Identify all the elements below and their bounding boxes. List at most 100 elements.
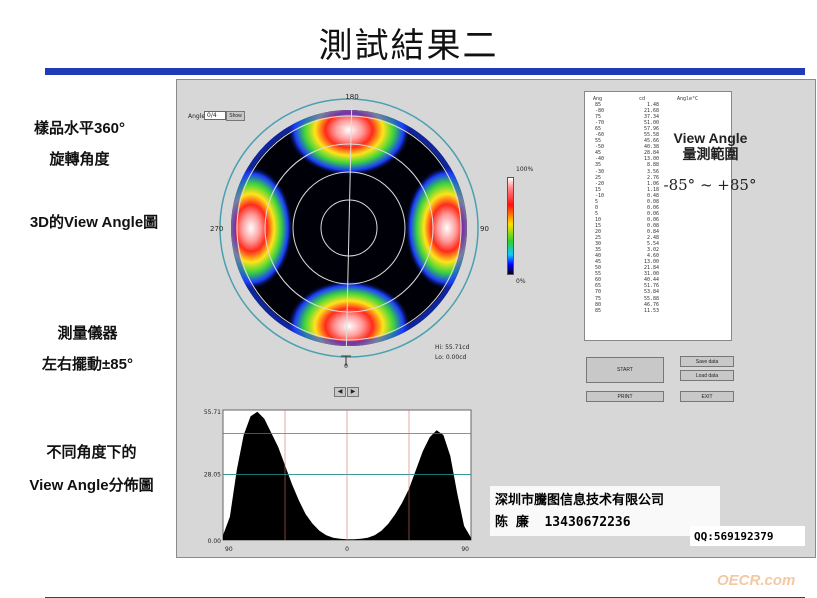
instrument-label-line2: 左右擺動±85° <box>42 356 133 373</box>
table-angle-cell: 5 <box>595 210 599 217</box>
y-tick-mid: 28.05 <box>204 472 221 479</box>
table-angle-cell: 30 <box>595 241 602 248</box>
table-angle-cell: 70 <box>595 289 602 296</box>
next-angle-button[interactable]: ▶ <box>347 387 359 397</box>
table-cd-cell: 53.84 <box>643 289 659 296</box>
table-angle-cell: 0 <box>595 204 599 211</box>
lobe-top <box>287 110 411 176</box>
view-angle-heading: View Angle 量測範圍 <box>658 130 763 162</box>
table-cd-cell: 0.08 <box>646 198 659 205</box>
table-angle-cell: 50 <box>595 265 602 272</box>
measurement-software-window: Angle 0/4 Show <box>176 79 816 558</box>
company-qq: QQ:569192379 <box>694 530 774 543</box>
table-cd-cell: 0.06 <box>646 216 659 223</box>
colorbar-top-label: 100% <box>516 166 534 173</box>
rotation-label: 樣品水平360° 旋轉角度 <box>22 117 137 169</box>
distribution-label-line2: View Angle分佈圖 <box>29 477 154 494</box>
angle-data-table: Ang cd Angle°C 85 -80 75 -70 65 -60 55 -50 45 -40… <box>584 91 732 341</box>
table-angle-cell: -30 <box>595 168 605 175</box>
table-cd-cell: 13.00 <box>643 156 659 163</box>
start-button[interactable]: START <box>586 357 664 383</box>
intensity-colorbar <box>507 177 514 275</box>
table-angle-cell: 65 <box>595 283 602 290</box>
min-readout: Lo: 0.00cd <box>435 354 467 361</box>
lobe-bottom <box>287 280 411 346</box>
polar-view-angle-plot: 180 270 90 0 <box>210 92 489 368</box>
y-tick-min: 0.00 <box>208 538 222 545</box>
view-angle-heading-line2: 量測範圍 <box>682 146 739 162</box>
table-angle-cell: 45 <box>595 259 602 266</box>
x-tick-right: 90 <box>461 546 469 553</box>
prev-angle-button[interactable]: ◀ <box>334 387 346 397</box>
distribution-label-line1: 不同角度下的 <box>46 444 137 461</box>
table-angle-cell: 20 <box>595 228 602 235</box>
table-angle-cell: 35 <box>595 247 602 254</box>
table-header-cd: cd <box>639 96 646 102</box>
angle-input[interactable]: 0/4 <box>204 111 226 120</box>
polar-label-bottom: 0 <box>344 363 348 368</box>
table-cd-cell: 1.48 <box>646 102 659 108</box>
table-angle-cell: 85 <box>595 307 602 314</box>
table-cd-cell: 13.00 <box>643 259 659 266</box>
table-cd-cell: 3.56 <box>646 168 659 175</box>
polar-outer-ring <box>219 98 479 358</box>
slide-title: 測試結果二 <box>318 26 499 66</box>
table-angle-cell: 55 <box>595 271 602 278</box>
table-cd-cell: 1.06 <box>646 180 659 187</box>
exit-button[interactable]: EXIT <box>680 391 734 402</box>
table-cd-cell: 0.08 <box>646 222 659 229</box>
table-cd-cell: 0.48 <box>646 192 659 199</box>
table-angle-cell: -50 <box>595 144 605 151</box>
max-readout: Hi: 55.71cd <box>435 344 470 351</box>
y-tick-max: 55.71 <box>204 409 221 416</box>
table-cd-cell: 4.60 <box>646 253 659 260</box>
table-angle-cell: 55 <box>595 138 602 145</box>
table-angle-cell: 40 <box>595 253 602 260</box>
table-angle-cell: 25 <box>595 235 602 242</box>
instrument-label: 測量儀器 左右擺動±85° <box>20 322 155 374</box>
table-angle-cell: 15 <box>595 186 602 193</box>
table-angle-cell: -40 <box>595 156 605 163</box>
view-angle-distribution-chart: 55.71 28.05 0.00 90 0 90 <box>204 409 472 553</box>
table-cd-cell: 46.76 <box>643 301 659 308</box>
table-cd-cell: 11.53 <box>643 307 659 314</box>
table-angle-cell: 5 <box>595 198 599 205</box>
table-cd-cell: 2.76 <box>646 174 659 181</box>
table-cd-cell: 21.68 <box>643 108 659 115</box>
table-cd-cell: 0.84 <box>646 228 659 235</box>
rotation-label-line1: 樣品水平360° <box>33 120 126 137</box>
table-angle-cell: 60 <box>595 277 602 284</box>
qq-background <box>690 526 805 546</box>
table-cd-column: 1.48 21.68 37.34 51.00 57.96 55.58 45.66 40.38 2… <box>633 102 659 314</box>
angle-input-value: 0/4 <box>207 112 217 119</box>
rotation-axis-line <box>345 92 353 364</box>
table-angle-cell: 85 <box>595 102 602 108</box>
polar-grid-ring <box>236 115 462 341</box>
polar-grid-ring <box>292 171 406 285</box>
table-angle-cell: -10 <box>595 192 605 199</box>
table-cd-cell: 28.84 <box>643 150 659 157</box>
table-cd-cell: 0.06 <box>646 210 659 217</box>
print-button[interactable]: PRINT <box>586 391 664 402</box>
polar-grid-ring <box>264 143 434 313</box>
load-data-button[interactable]: Load data <box>680 370 734 381</box>
table-angle-cell: 80 <box>595 301 602 308</box>
instrument-label-line1: 測量儀器 <box>57 325 118 342</box>
table-header-angle-c: Angle°C <box>677 96 699 102</box>
table-cd-cell: 3.02 <box>646 247 659 254</box>
save-data-button[interactable]: Save data <box>680 356 734 367</box>
table-cd-cell: 0.06 <box>646 204 659 211</box>
table-cd-cell: 31.00 <box>643 271 659 278</box>
view-angle-range: -85° ~ +85° <box>663 176 757 194</box>
table-cd-cell: 1.18 <box>646 186 659 193</box>
table-angle-cell: 35 <box>595 162 602 169</box>
lobe-right <box>405 166 467 290</box>
table-angle-cell: 10 <box>595 216 602 223</box>
table-angle-cell: 75 <box>595 114 602 121</box>
table-cd-cell: 51.00 <box>643 120 659 127</box>
show-button[interactable]: Show <box>226 111 245 121</box>
x-tick-left: 90 <box>225 546 233 553</box>
table-angle-cell: -70 <box>595 120 605 127</box>
table-angle-column: 85 -80 75 -70 65 -60 55 -50 45 -40 35 -30 25 -20 15 -10… <box>595 102 604 314</box>
table-cd-cell: 51.76 <box>643 283 659 290</box>
